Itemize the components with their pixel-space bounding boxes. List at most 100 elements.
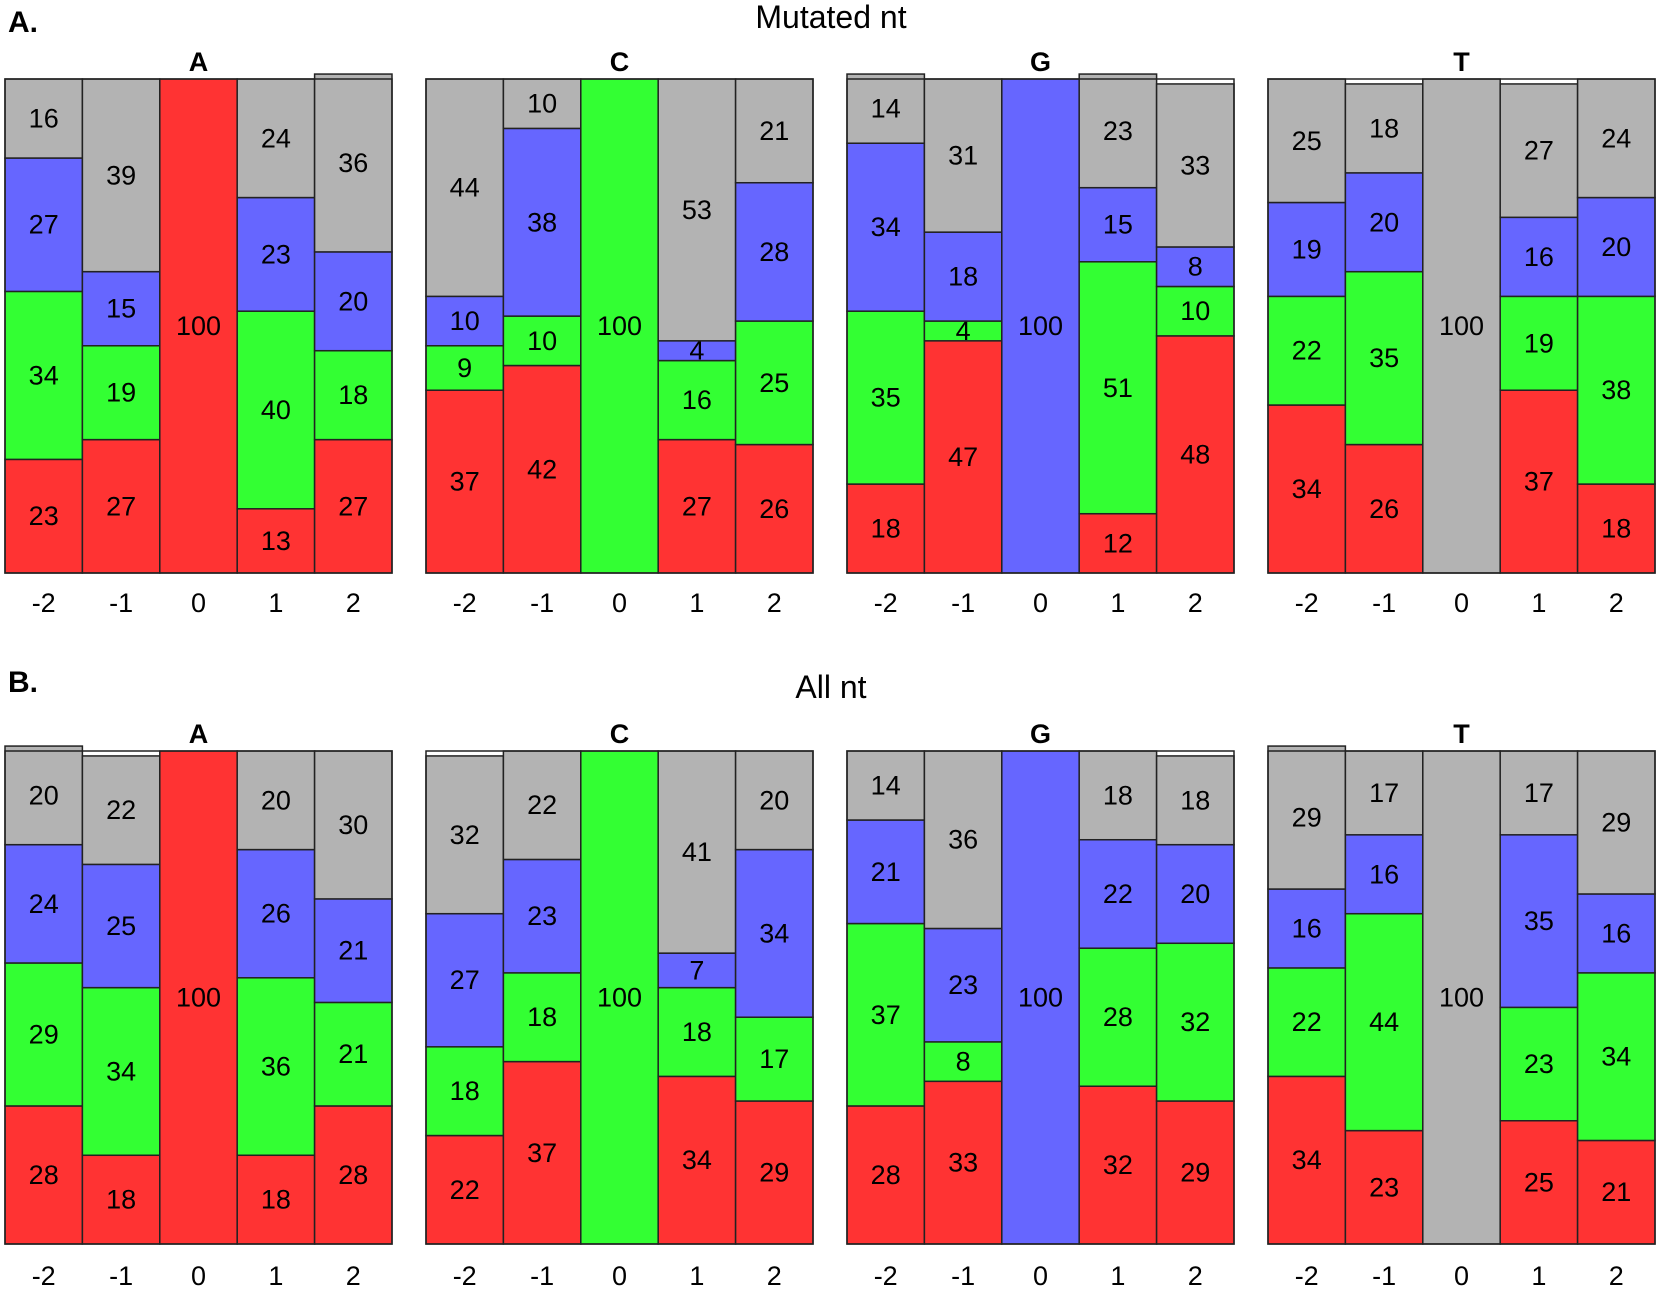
segment-value-label: 20 bbox=[29, 780, 59, 810]
segment-value-label: 23 bbox=[1103, 116, 1133, 146]
panel-frame bbox=[4, 750, 393, 1245]
segment-value-label: 4 bbox=[956, 316, 971, 346]
segment-value-label: 18 bbox=[261, 1185, 291, 1215]
bar-segment-T bbox=[657, 78, 737, 342]
panel-title: G bbox=[1030, 47, 1051, 77]
bar-segment-T bbox=[923, 78, 1003, 233]
bar-segment-A bbox=[846, 483, 926, 574]
bar-segment-A bbox=[657, 438, 737, 574]
bar-segment-G bbox=[1267, 888, 1347, 969]
segment-value-label: 37 bbox=[527, 1138, 557, 1168]
segment-value-label: 20 bbox=[1180, 879, 1210, 909]
panel-frame bbox=[846, 750, 1235, 1245]
x-tick-label: -2 bbox=[32, 588, 56, 618]
segment-value-label: 31 bbox=[948, 141, 978, 171]
segment-value-label: 7 bbox=[689, 955, 704, 985]
segment-value-label: 26 bbox=[759, 494, 789, 524]
segment-value-label: 22 bbox=[450, 1175, 480, 1205]
bar-segment-A bbox=[502, 364, 582, 574]
section-label: B. bbox=[8, 666, 38, 699]
bar-segment-G bbox=[1344, 172, 1424, 273]
bar-segment-G bbox=[1155, 246, 1235, 288]
segment-value-label: 12 bbox=[1103, 528, 1133, 558]
segment-value-label: 18 bbox=[948, 262, 978, 292]
segment-value-label: 18 bbox=[527, 1002, 557, 1032]
bar-segment-A bbox=[1267, 1075, 1347, 1245]
bar-segment-T bbox=[1344, 83, 1424, 174]
segment-value-label: 34 bbox=[1601, 1042, 1631, 1072]
segment-value-label: 16 bbox=[1292, 913, 1322, 943]
x-tick-label: -2 bbox=[32, 1261, 56, 1289]
segment-value-label: 29 bbox=[759, 1158, 789, 1188]
segment-value-label: 33 bbox=[1180, 150, 1210, 180]
panel-title: G bbox=[1030, 719, 1051, 749]
x-tick-label: 0 bbox=[191, 588, 206, 618]
segment-value-label: 28 bbox=[1103, 1002, 1133, 1032]
bar-segment-C bbox=[1267, 295, 1347, 406]
segment-value-label: 100 bbox=[597, 311, 642, 341]
segment-value-label: 13 bbox=[261, 526, 291, 556]
panel-title: C bbox=[610, 47, 630, 77]
segment-value-label: 18 bbox=[871, 514, 901, 544]
segment-value-label: 41 bbox=[682, 837, 712, 867]
segment-value-label: 100 bbox=[176, 983, 221, 1013]
segment-value-label: 29 bbox=[1601, 807, 1631, 837]
segment-value-label: 18 bbox=[1369, 113, 1399, 143]
segment-value-label: 29 bbox=[1180, 1158, 1210, 1188]
bar-segment-T bbox=[657, 750, 737, 954]
bar-segment-A bbox=[425, 389, 505, 574]
segment-value-label: 100 bbox=[176, 311, 221, 341]
bar-segment-A bbox=[657, 1075, 737, 1245]
bar-segment-G bbox=[236, 848, 316, 979]
segment-value-label: 16 bbox=[682, 385, 712, 415]
segment-value-label: 10 bbox=[527, 326, 557, 356]
segment-value-label: 22 bbox=[1103, 879, 1133, 909]
bar-segment-T bbox=[236, 750, 316, 851]
x-tick-label: 2 bbox=[1609, 1261, 1624, 1289]
segment-value-label: 8 bbox=[956, 1047, 971, 1077]
segment-value-label: 34 bbox=[29, 360, 59, 390]
x-tick-label: 1 bbox=[1531, 588, 1546, 618]
x-tick-label: 0 bbox=[1454, 588, 1469, 618]
segment-value-label: 27 bbox=[450, 965, 480, 995]
segment-value-label: 25 bbox=[1524, 1167, 1554, 1197]
bar-segment-T bbox=[1576, 750, 1656, 895]
bar-segment-G bbox=[1001, 750, 1080, 1245]
bar-segment-C bbox=[1576, 972, 1656, 1142]
bar-segment-G bbox=[1078, 838, 1158, 949]
x-tick-label: 0 bbox=[1033, 1261, 1048, 1289]
segment-value-label: 19 bbox=[1524, 328, 1554, 358]
segment-value-label: 27 bbox=[1524, 136, 1554, 166]
bar-segment-G bbox=[923, 927, 1003, 1043]
bar-segment-C bbox=[1078, 947, 1158, 1087]
segment-value-label: 18 bbox=[1180, 785, 1210, 815]
segment-value-label: 19 bbox=[1292, 234, 1322, 264]
bar-segment-G bbox=[1001, 78, 1080, 574]
segment-value-label: 38 bbox=[527, 207, 557, 237]
segment-value-label: 42 bbox=[527, 454, 557, 484]
x-tick-label: 1 bbox=[268, 588, 283, 618]
x-tick-label: -2 bbox=[874, 1261, 898, 1289]
bar-segment-C bbox=[1576, 295, 1656, 485]
bar-segment-T bbox=[313, 73, 393, 253]
segment-value-label: 47 bbox=[948, 442, 978, 472]
panel-title: T bbox=[1453, 47, 1470, 77]
chart-section-mutated: A. Mutated ntA233427162719153910013402324… bbox=[4, 0, 1656, 618]
segment-value-label: 51 bbox=[1103, 373, 1133, 403]
segment-value-label: 32 bbox=[450, 820, 480, 850]
segment-value-label: 37 bbox=[871, 1000, 901, 1030]
x-tick-label: -1 bbox=[951, 1261, 975, 1289]
bar-segment-T bbox=[1499, 83, 1579, 219]
segment-value-label: 20 bbox=[759, 785, 789, 815]
segment-value-label: 48 bbox=[1180, 439, 1210, 469]
bar-segment-G bbox=[1267, 201, 1347, 298]
bar-segment-G bbox=[1499, 834, 1579, 1009]
segment-value-label: 19 bbox=[106, 378, 136, 408]
segment-value-label: 15 bbox=[1103, 210, 1133, 240]
bar-segment-G bbox=[502, 858, 582, 974]
segment-value-label: 34 bbox=[1292, 474, 1322, 504]
panel-frame bbox=[1267, 78, 1656, 574]
